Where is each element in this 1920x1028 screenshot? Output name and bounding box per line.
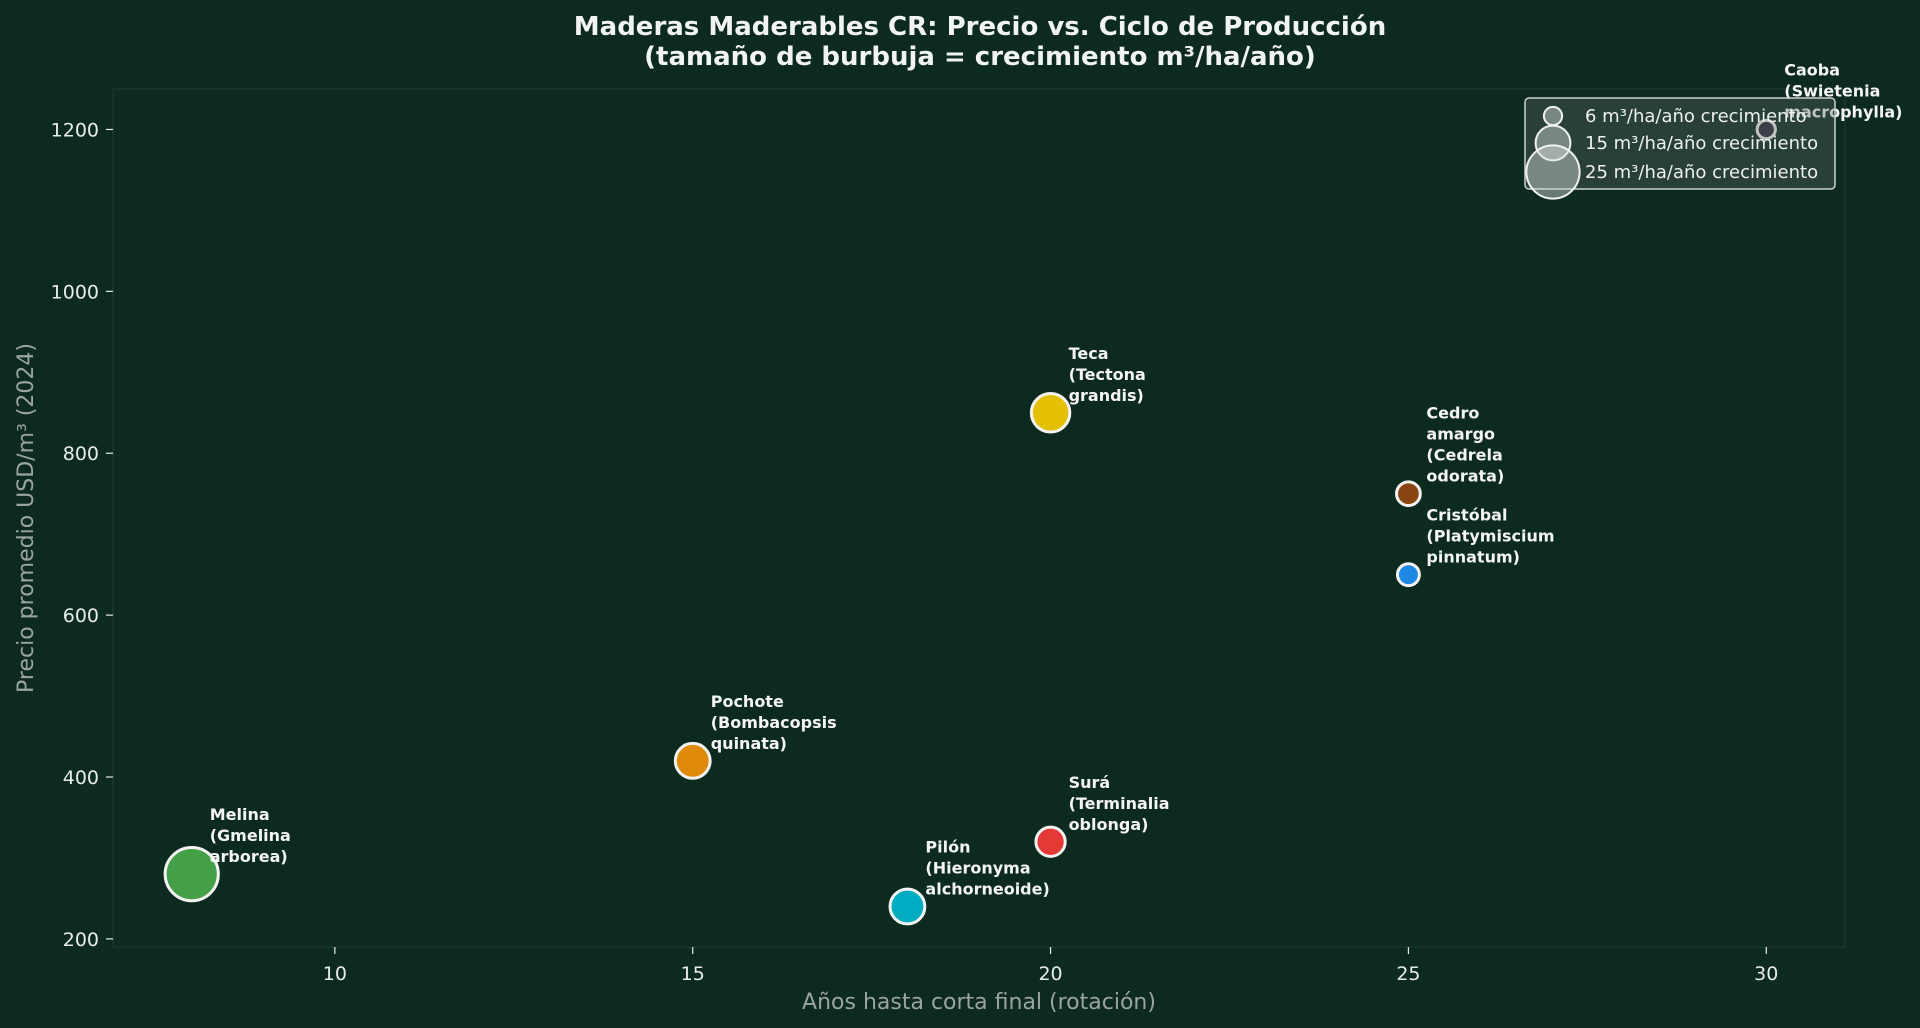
data-point [1395, 562, 1421, 588]
data-point [1029, 392, 1072, 434]
axes: 10 15 20 25 30 200 400 600 800 1000 1200 [51, 119, 1779, 985]
legend-bubble [1542, 105, 1564, 127]
data-point [1034, 825, 1067, 858]
legend-label: 15 m³/ha/año crecimiento [1585, 133, 1818, 154]
chart-title-line2: (tamaño de burbuja = crecimiento m³/ha/a… [644, 42, 1316, 72]
point-label: Cristóbal (Platymiscium pinnatum) [1426, 506, 1554, 567]
legend: 6 m³/ha/año crecimiento 15 m³/ha/año crec… [1524, 97, 1836, 200]
legend-label: 25 m³/ha/año crecimiento [1585, 162, 1818, 183]
point-labels: Melina (Gmelina arborea) Pochote (Bombacopsi… [210, 60, 1903, 898]
point-label: Caoba (Swietenia macrophylla) [1784, 60, 1902, 121]
point-label: Teca (Tectona grandis) [1069, 344, 1146, 405]
data-point [1395, 480, 1422, 508]
point-label: Pochote (Bombacopsis quinata) [711, 692, 837, 753]
point-label: Surá (Terminalia oblonga) [1069, 773, 1170, 834]
x-axis-label: Años hasta corta final (rotación) [802, 990, 1156, 1015]
x-tick-label: 30 [1754, 963, 1778, 985]
data-point [1755, 118, 1777, 141]
y-tick-label: 1200 [51, 119, 99, 141]
y-axis-label: Precio promedio USD/m³ (2024) [14, 343, 39, 693]
legend-label: 6 m³/ha/año crecimiento [1585, 106, 1807, 127]
y-tick-label: 200 [63, 929, 99, 951]
y-tick-label: 400 [63, 767, 99, 789]
x-tick-label: 15 [681, 963, 705, 985]
point-label: Pilón (Hieronyma alchorneoide) [925, 838, 1049, 899]
data-point [673, 741, 712, 780]
data-point [888, 887, 927, 926]
point-label: Cedro amargo (Cedrela odorata) [1426, 404, 1504, 486]
plot-area [112, 88, 1846, 948]
points-layer [163, 118, 1777, 926]
x-tick-label: 20 [1038, 963, 1062, 985]
y-tick-label: 600 [63, 605, 99, 627]
x-tick-label: 25 [1396, 963, 1420, 985]
chart-title-line1: Maderas Maderables CR: Precio vs. Ciclo … [574, 12, 1386, 42]
y-tick-label: 1000 [51, 281, 99, 303]
data-point [163, 846, 220, 903]
legend-bubble [1525, 144, 1581, 200]
legend-box [1524, 97, 1836, 190]
point-label: Melina (Gmelina arborea) [210, 805, 291, 866]
y-tick-label: 800 [63, 443, 99, 465]
x-tick-label: 10 [323, 963, 347, 985]
legend-bubble [1534, 124, 1572, 162]
